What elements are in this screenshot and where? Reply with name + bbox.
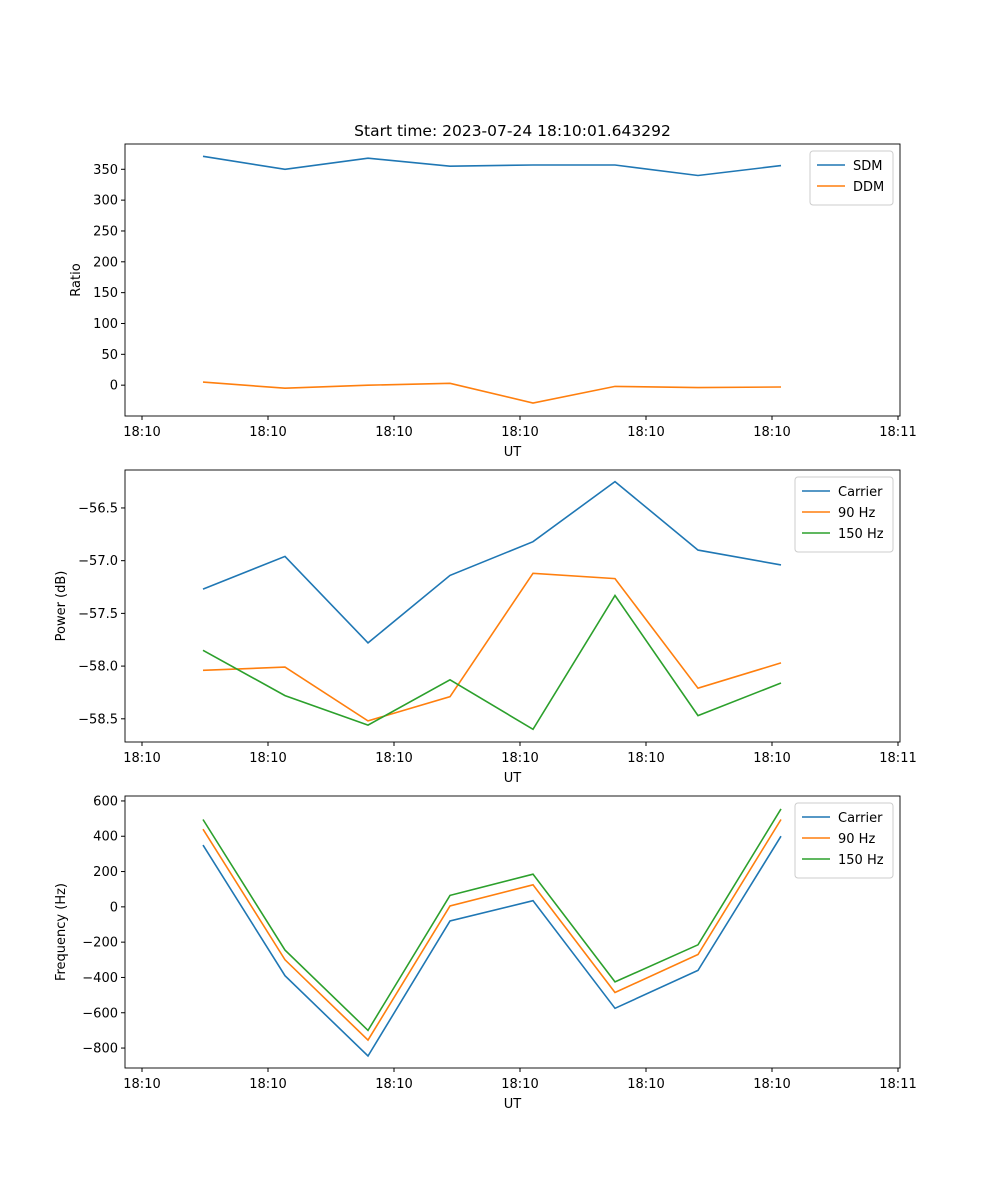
y-tick-label: 200 <box>93 255 118 270</box>
y-tick-label: 150 <box>93 286 118 301</box>
legend-label: 90 Hz <box>838 832 875 847</box>
y-axis-label: Frequency (Hz) <box>54 883 69 981</box>
y-tick-label: 400 <box>93 830 118 845</box>
legend-label: 90 Hz <box>838 506 875 521</box>
y-tick-label: −58.5 <box>78 712 118 727</box>
chart-title: Start time: 2023-07-24 18:10:01.643292 <box>354 122 671 140</box>
x-tick-label: 18:10 <box>123 751 160 766</box>
series-line-150-hz <box>202 594 782 731</box>
y-tick-label: −57.5 <box>78 607 118 622</box>
x-tick-label: 18:10 <box>375 751 412 766</box>
series-line-ddm <box>202 381 782 404</box>
y-tick-label: 300 <box>93 194 118 209</box>
x-tick-label: 18:10 <box>753 751 790 766</box>
y-tick-label: −400 <box>82 971 118 986</box>
y-tick-label: −600 <box>82 1006 118 1021</box>
legend-label: 150 Hz <box>838 853 884 868</box>
subplot-3: 18:10 18:10 18:10 18:10 18:10 18:10 18:11 600 40… <box>54 794 917 1112</box>
axes-frame <box>124 469 901 743</box>
y-tick-label: 0 <box>110 379 118 394</box>
y-axis-label: Ratio <box>69 263 84 296</box>
subplot-2: 18:10 18:10 18:10 18:10 18:10 18:10 18:11 −56.5… <box>54 469 917 786</box>
y-tick-label: 50 <box>101 348 118 363</box>
y-tick-label: 200 <box>93 865 118 880</box>
y-tick-label: −200 <box>82 936 118 951</box>
legend-label: Carrier <box>838 485 883 500</box>
y-tick-label: −800 <box>82 1042 118 1057</box>
x-axis-label: UT <box>504 771 522 786</box>
x-tick-label: 18:10 <box>501 425 538 440</box>
x-tick-label: 18:10 <box>375 1077 412 1092</box>
legend-label: SDM <box>853 159 882 174</box>
axes-frame <box>124 795 901 1069</box>
x-tick-label: 18:10 <box>249 425 286 440</box>
axes-frame <box>124 143 901 417</box>
y-tick-label: −56.5 <box>78 501 118 516</box>
x-tick-label: 18:10 <box>501 1077 538 1092</box>
x-tick-label: 18:10 <box>501 751 538 766</box>
y-tick-label: −58.0 <box>78 660 118 675</box>
x-tick-label: 18:10 <box>375 425 412 440</box>
y-tick-label: 250 <box>93 224 118 239</box>
x-tick-label: 18:10 <box>627 1077 664 1092</box>
legend: Carrier 90 Hz 150 Hz <box>794 476 894 553</box>
legend-label: Carrier <box>838 811 883 826</box>
x-tick-label: 18:10 <box>123 1077 160 1092</box>
legend-label: DDM <box>853 180 884 195</box>
x-tick-label: 18:11 <box>879 425 916 440</box>
x-tick-label: 18:10 <box>249 751 286 766</box>
x-tick-label: 18:10 <box>627 751 664 766</box>
x-tick-label: 18:11 <box>879 1077 916 1092</box>
x-axis-label: UT <box>504 1097 522 1112</box>
x-tick-label: 18:10 <box>123 425 160 440</box>
series-line-90-hz <box>202 819 782 1042</box>
y-tick-label: 0 <box>110 900 118 915</box>
x-tick-label: 18:10 <box>753 1077 790 1092</box>
x-tick-label: 18:10 <box>627 425 664 440</box>
series-line-150-hz <box>202 808 782 1032</box>
series-line-sdm <box>202 155 782 177</box>
y-tick-label: 350 <box>93 163 118 178</box>
x-tick-label: 18:10 <box>753 425 790 440</box>
y-tick-label: −57.0 <box>78 554 118 569</box>
subplot-1: Start time: 2023-07-24 18:10:01.643292 18… <box>69 122 917 460</box>
y-tick-label: 600 <box>93 794 118 809</box>
legend: Carrier 90 Hz 150 Hz <box>794 802 894 879</box>
x-axis-label: UT <box>504 445 522 460</box>
legend-label: 150 Hz <box>838 527 884 542</box>
series-line-carrier <box>202 835 782 1058</box>
series-line-carrier <box>202 480 782 644</box>
series-line-90-hz <box>202 572 782 722</box>
legend: SDM DDM <box>809 150 894 206</box>
y-tick-label: 100 <box>93 317 118 332</box>
x-tick-label: 18:11 <box>879 751 916 766</box>
y-axis-label: Power (dB) <box>54 571 69 642</box>
x-tick-label: 18:10 <box>249 1077 286 1092</box>
